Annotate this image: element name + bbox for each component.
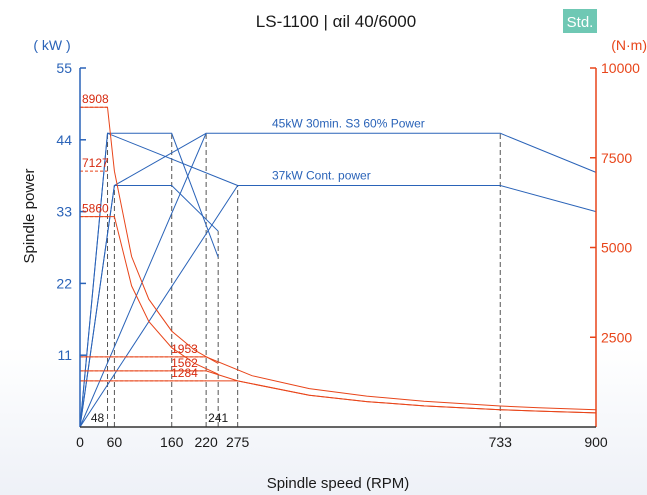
torque-curve	[80, 356, 597, 411]
std-badge-text: Std.	[567, 14, 594, 31]
torque-curve	[80, 380, 597, 414]
torque-value-label: 1562	[171, 356, 198, 370]
right-tick-label: 5000	[601, 240, 632, 256]
torque-value-label: 1284	[171, 366, 198, 380]
x-tick-label: 160	[160, 434, 184, 450]
x-tick-label: 60	[107, 434, 123, 450]
plot-area	[80, 68, 596, 427]
y-axis-label: Spindle power	[21, 168, 38, 263]
chart-title: LS-1100 | αil 40/6000	[256, 12, 416, 31]
x-tick-label: 733	[489, 434, 513, 450]
left-axis-unit: ( kW )	[33, 37, 70, 53]
power-curve	[79, 185, 597, 428]
torque-value-label: 1953	[171, 342, 198, 356]
power-curve	[79, 132, 238, 428]
torque-value-label: 5860	[82, 202, 109, 216]
x-tick-label: 220	[194, 434, 218, 450]
speed-guide-lines	[107, 133, 501, 427]
power-series-label: 45kW 30min. S3 60% Power	[272, 116, 425, 130]
left-tick-label: 44	[56, 132, 72, 148]
std-badge	[563, 9, 597, 33]
x-tick-label-small: 241	[208, 411, 228, 425]
axes: 55 44 33 22 11 10000 7500 5000 2500 0 60 160 220 275 7…	[56, 60, 640, 450]
power-curve	[79, 132, 597, 428]
torque-curve	[80, 106, 219, 364]
x-tick-label: 0	[76, 434, 84, 450]
x-tick-label: 900	[584, 434, 608, 450]
plot-background	[80, 68, 596, 427]
left-tick-label: 11	[57, 347, 72, 363]
right-tick-label: 7500	[601, 150, 632, 166]
left-tick-label: 22	[56, 275, 72, 291]
torque-value-label: 7127	[82, 156, 109, 170]
right-tick-label: 2500	[601, 329, 632, 345]
right-tick-label: 10000	[601, 60, 640, 76]
left-tick-label: 55	[56, 60, 72, 76]
torque-curve	[80, 216, 219, 375]
torque-value-label: 8908	[82, 92, 109, 106]
x-tick-label-small: 48	[91, 411, 105, 425]
power-curve	[79, 132, 207, 428]
x-tick-label: 275	[226, 434, 250, 450]
right-axis-unit: (N·m)	[611, 37, 647, 53]
series-lines	[79, 106, 597, 428]
power-series-label: 37kW Cont. power	[272, 168, 371, 182]
left-tick-label: 33	[56, 204, 72, 220]
x-axis-label: Spindle speed (RPM)	[267, 475, 410, 492]
